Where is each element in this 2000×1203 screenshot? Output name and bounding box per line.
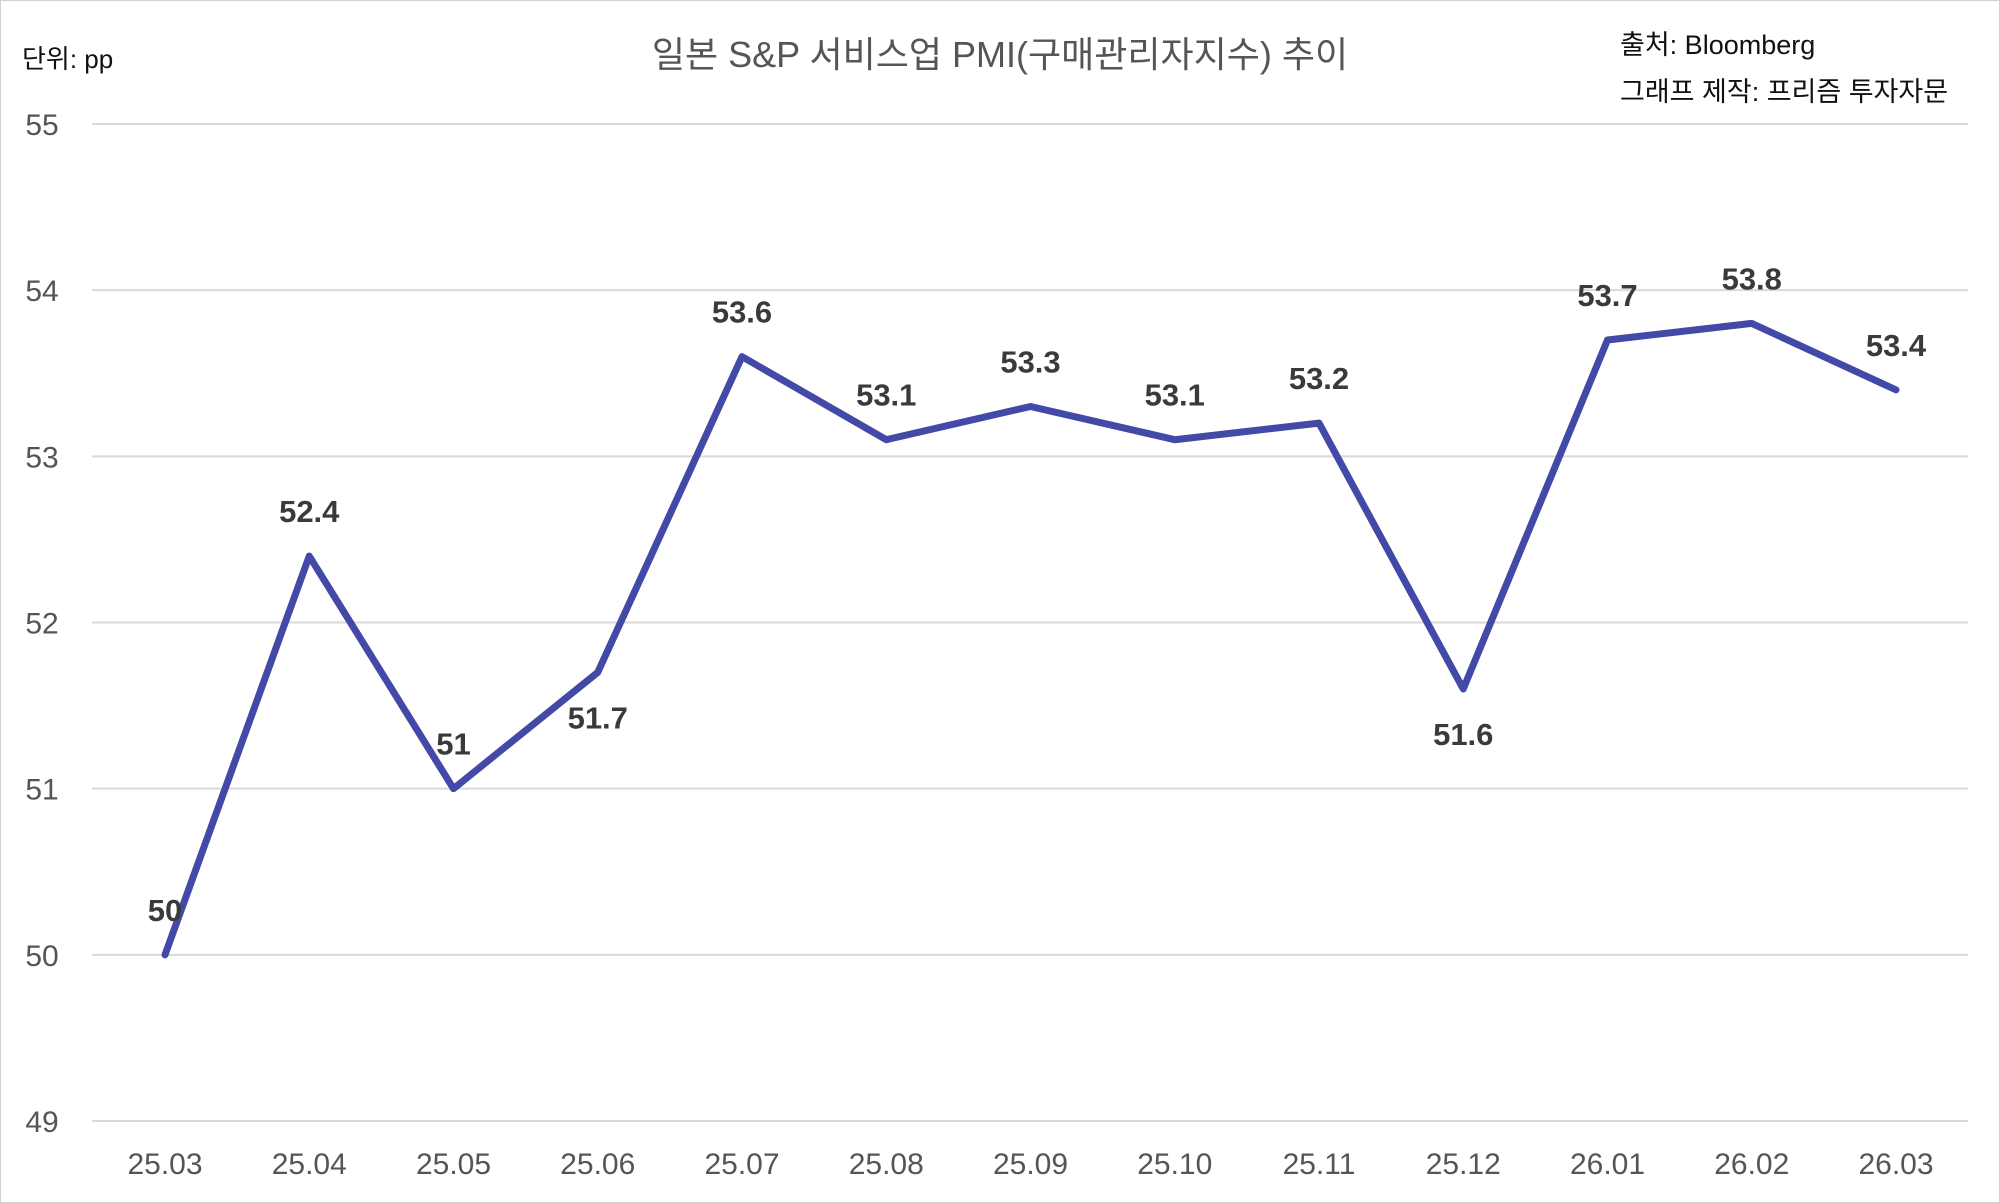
- x-tick-label: 25.05: [416, 1148, 491, 1181]
- x-tick-label: 25.08: [849, 1148, 924, 1181]
- x-tick-label: 25.12: [1426, 1148, 1501, 1181]
- data-label: 53.1: [1145, 378, 1205, 413]
- data-label: 53.1: [856, 378, 916, 413]
- x-tick-label: 25.03: [127, 1148, 202, 1181]
- x-tick-label: 25.06: [560, 1148, 635, 1181]
- x-tick-label: 25.10: [1137, 1148, 1212, 1181]
- data-label: 53.6: [712, 295, 772, 330]
- y-tick-label: 51: [25, 774, 58, 807]
- y-tick-label: 53: [25, 441, 58, 474]
- y-tick-label: 50: [25, 940, 58, 973]
- y-tick-label: 55: [25, 109, 58, 142]
- data-label: 50: [148, 893, 182, 928]
- data-label: 52.4: [279, 494, 340, 529]
- data-label: 53.7: [1577, 278, 1637, 313]
- data-label: 53.4: [1866, 328, 1927, 363]
- source-label: 출처: Bloomberg: [1620, 30, 1815, 60]
- x-tick-label: 25.04: [272, 1148, 347, 1181]
- x-tick-label: 26.03: [1858, 1148, 1933, 1181]
- x-tick-label: 25.09: [993, 1148, 1068, 1181]
- x-tick-label: 26.02: [1714, 1148, 1789, 1181]
- data-label: 51.6: [1433, 717, 1493, 752]
- x-tick-label: 26.01: [1570, 1148, 1645, 1181]
- data-label: 53.8: [1722, 261, 1782, 296]
- credit-label: 그래프 제작: 프리즘 투자자문: [1620, 77, 1948, 107]
- x-tick-label: 25.11: [1283, 1148, 1356, 1181]
- y-tick-label: 52: [25, 608, 58, 641]
- chart-title: 일본 S&P 서비스업 PMI(구매관리자지수) 추이: [652, 34, 1348, 75]
- y-tick-label: 49: [25, 1106, 58, 1139]
- data-label: 53.2: [1289, 361, 1349, 396]
- unit-label: 단위: pp: [22, 44, 113, 74]
- data-label: 53.3: [1000, 344, 1060, 379]
- y-tick-label: 54: [25, 275, 58, 308]
- data-label: 51: [436, 727, 470, 762]
- series-line: [161, 319, 1900, 959]
- x-tick-label: 25.07: [704, 1148, 779, 1181]
- data-label: 51.7: [568, 700, 628, 735]
